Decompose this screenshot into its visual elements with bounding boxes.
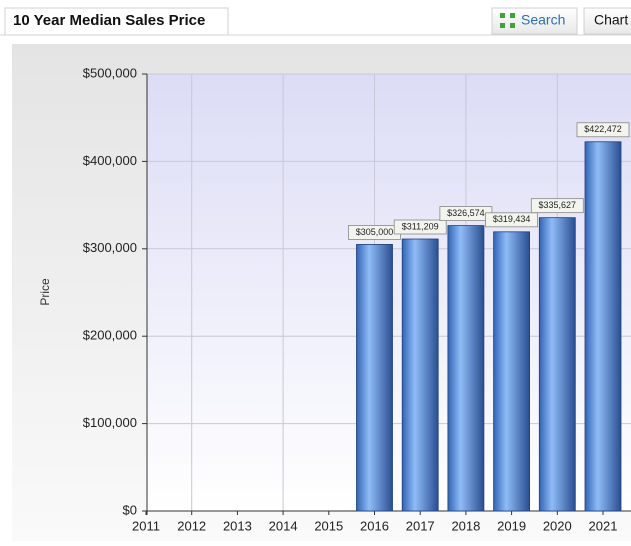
x-tick-label: 2015 [314,518,343,533]
value-label: $422,472 [584,124,622,134]
x-tick-label: 2017 [406,518,435,533]
x-tick-label: 2016 [360,518,389,533]
x-tick-label: 2014 [269,518,298,533]
value-label: $311,209 [402,221,439,231]
x-tick-label: 2018 [451,518,480,533]
value-label-box [530,198,584,214]
y-tick-label: $400,000 [83,153,137,168]
value-label: $305,000 [356,227,394,237]
x-tick-label: 2019 [497,518,526,533]
bar [401,238,439,512]
x-tick-label: 2020 [543,518,572,533]
chart-tab[interactable] [583,7,631,35]
value-label: $335,627 [539,200,577,210]
bar [584,141,622,512]
value-label: $319,434 [493,214,531,224]
value-label: $326,574 [447,208,485,218]
x-tick-label: 2021 [589,518,618,533]
bar [538,217,576,512]
value-label-box [576,122,630,138]
y-tick-label: $500,000 [83,65,137,80]
y-axis-label: Price [38,278,52,306]
bar [493,231,531,512]
x-tick-label: 2013 [223,518,252,533]
search-label[interactable]: Search [521,12,565,28]
search-icon [500,13,515,28]
plot: $0 $100,000 $200,000 $300,000 $400,000 $500,0… [83,65,631,533]
x-tick-label: 2011 [132,518,160,533]
search-button[interactable] [491,7,578,35]
widget-title: 10 Year Median Sales Price [13,12,205,29]
bar [356,244,393,512]
value-label-box [485,212,539,228]
y-tick-label: $200,000 [83,328,137,343]
bar [447,225,485,512]
value-label-box [393,219,447,235]
y-tick-label: $0 [123,502,137,517]
chart-tab-label[interactable]: Chart [594,12,628,28]
x-tick-label: 2012 [177,518,206,533]
title-tab [4,7,229,36]
y-tick-label: $100,000 [83,415,137,430]
y-tick-label: $300,000 [83,240,137,255]
